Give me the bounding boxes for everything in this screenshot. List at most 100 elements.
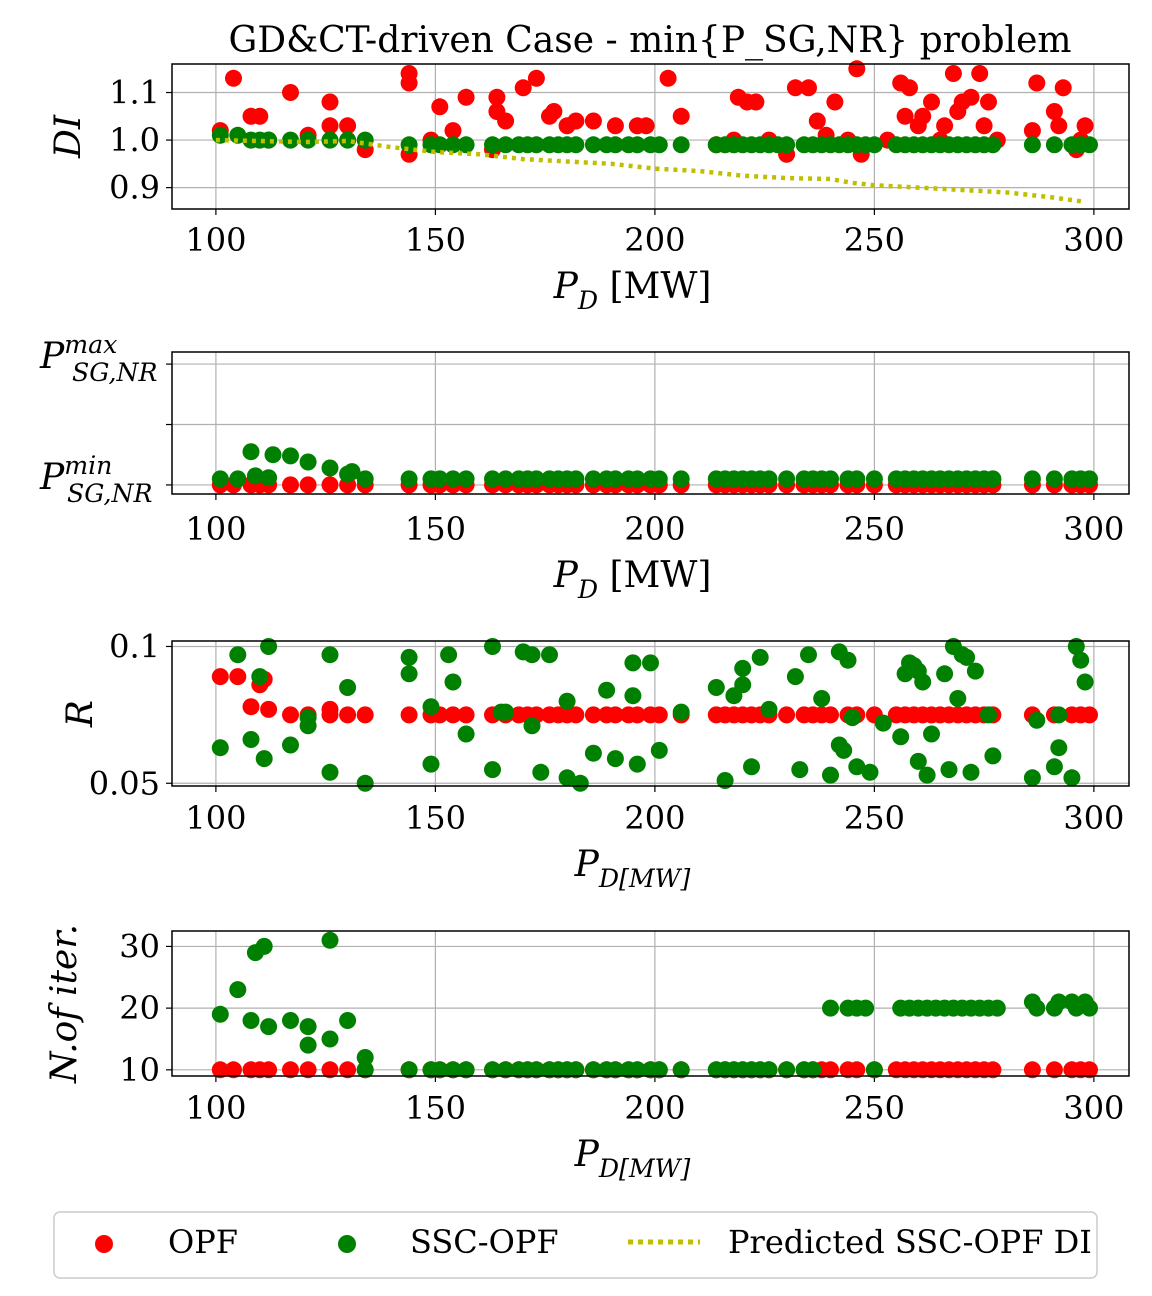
data-point [400,648,418,666]
panel-2: 100 150 200 250 300 Pmin SG,NR Pmax SG,NR PD [MW] [39,330,1130,604]
data-point [457,136,475,154]
y-tick-label: 30 [119,927,160,965]
data-point [747,93,765,111]
data-point [211,1005,229,1023]
data-point [1063,769,1081,787]
data-point [751,648,769,666]
data-point [760,470,778,488]
data-point [848,470,866,488]
data-point [484,1061,501,1079]
data-point [242,1012,260,1029]
data-point [1067,638,1085,655]
data-point [400,665,418,683]
data-point [282,706,299,724]
panels: 100 150 200 250 300 0.9 1.0 1.1 PD [MW] DI 100 150 2… [39,60,1130,1183]
data-point [778,136,796,154]
data-point [567,470,585,488]
data-point [672,470,690,488]
legend: OPF SSC-OPF Predicted SSC-OPF DI [53,1211,1098,1279]
data-point [835,741,853,759]
data-point [242,731,260,748]
data-point [628,706,646,724]
data-point [628,1061,646,1079]
data-point [321,459,339,477]
data-point [431,98,449,116]
data-point [282,447,299,465]
data-point [822,706,839,724]
data-point [848,1061,866,1079]
data-point [567,1061,585,1079]
data-point [339,706,357,724]
panel-4: 100 150 200 250 300 10 20 30 PD[MW] N.of iter. [44,924,1130,1183]
data-point [484,638,501,655]
data-point [1045,758,1063,776]
data-point [457,470,475,488]
data-point [1045,470,1063,488]
data-point [1072,651,1090,669]
data-point [321,476,339,494]
data-point [672,107,690,125]
data-point [813,690,831,707]
data-point [264,446,282,464]
data-point [857,999,875,1017]
data-point [260,469,278,487]
data-point [865,1061,883,1079]
x-tick-label: 150 [405,1089,466,1127]
data-point [457,725,475,743]
data-point [571,774,589,792]
data-point [584,136,602,154]
data-point [1081,1061,1098,1079]
x-tick-label: 300 [1063,510,1124,548]
data-point [558,692,576,710]
data-point [242,698,260,716]
data-point [901,79,918,97]
data-point [225,69,242,87]
data-point [672,703,690,721]
plot-frame [171,640,1130,787]
data-point [984,470,1002,488]
data-point [488,88,506,106]
predicted-line [215,137,1086,205]
data-point [984,1061,1002,1079]
data-point [400,74,418,92]
data-point [229,981,247,999]
data-point [971,65,989,82]
plot-frame [171,63,1130,210]
data-point [527,470,545,488]
data-point [343,463,361,481]
data-point [650,706,668,724]
data-point [321,117,339,135]
data-point [896,107,914,125]
data-point [321,646,339,664]
data-point [299,1036,317,1054]
data-point [672,136,690,154]
data-point [914,673,932,691]
data-point [786,668,804,686]
data-point [211,668,229,686]
data-point [980,93,997,111]
data-point [760,1061,778,1079]
data-point [497,1061,515,1079]
data-point [791,761,809,779]
data-point [826,93,844,111]
data-point [984,136,1002,154]
data-point [400,470,418,488]
data-point [527,69,545,87]
data-point [984,747,1002,765]
data-point [440,646,458,664]
data-point [1050,117,1068,135]
data-point [229,126,247,144]
data-point [659,69,677,87]
data-point [527,136,545,154]
data-point [242,443,260,461]
legend-box [53,1211,1098,1279]
data-point [444,470,462,488]
data-point [936,665,954,683]
data-point [1023,1061,1041,1079]
data-point [637,117,655,135]
y-tick-label: Pmin SG,NR [39,451,153,508]
data-point [848,758,866,776]
data-point [1028,999,1046,1017]
data-point [650,1061,668,1079]
data-point [874,714,892,732]
